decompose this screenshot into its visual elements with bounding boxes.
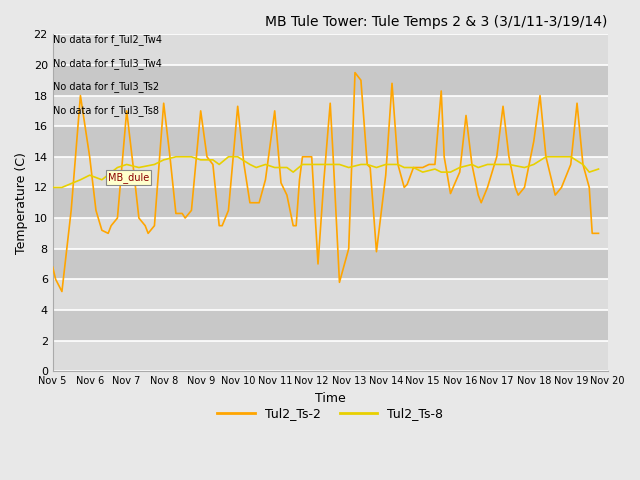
Bar [52, 249, 608, 279]
Tul2_Ts-8 [172, 154, 180, 160]
Bar [52, 35, 608, 65]
Bar [52, 126, 608, 157]
Tul2_Ts-8 [49, 184, 56, 190]
Tul2_Ts-8 [595, 166, 602, 172]
Text: No data for f_Tul3_Tw4: No data for f_Tul3_Tw4 [52, 58, 161, 69]
Tul2_Ts-8 [431, 166, 439, 172]
Legend: Tul2_Ts-2, Tul2_Ts-8: Tul2_Ts-2, Tul2_Ts-8 [212, 403, 448, 425]
Text: No data for f_Tul3_Ts2: No data for f_Tul3_Ts2 [52, 82, 159, 92]
Text: MB Tule Tower: Tule Temps 2 & 3 (3/1/11-3/19/14): MB Tule Tower: Tule Temps 2 & 3 (3/1/11-… [266, 15, 608, 29]
Line: Tul2_Ts-2: Tul2_Ts-2 [52, 72, 598, 291]
Bar [52, 279, 608, 310]
Line: Tul2_Ts-8: Tul2_Ts-8 [52, 157, 598, 187]
Tul2_Ts-8 [283, 165, 291, 170]
Text: No data for f_Tul3_Ts8: No data for f_Tul3_Ts8 [52, 105, 159, 116]
Y-axis label: Temperature (C): Temperature (C) [15, 152, 28, 253]
Tul2_Ts-2 [586, 184, 593, 190]
Tul2_Ts-2 [225, 207, 232, 213]
X-axis label: Time: Time [315, 392, 346, 405]
Bar [52, 96, 608, 126]
Tul2_Ts-8 [160, 157, 168, 163]
Tul2_Ts-2 [58, 288, 66, 294]
Tul2_Ts-8 [394, 162, 402, 168]
Bar [52, 187, 608, 218]
Bar [52, 340, 608, 371]
Text: No data for f_Tul2_Tw4: No data for f_Tul2_Tw4 [52, 35, 162, 45]
Bar [52, 65, 608, 96]
Bar [52, 310, 608, 340]
Bar [52, 157, 608, 187]
Tul2_Ts-2 [595, 230, 602, 236]
Tul2_Ts-2 [135, 215, 143, 221]
Text: MB_dule: MB_dule [108, 172, 149, 183]
Tul2_Ts-8 [382, 162, 390, 168]
Tul2_Ts-2 [530, 139, 538, 144]
Tul2_Ts-2 [515, 192, 522, 198]
Tul2_Ts-2 [440, 154, 448, 160]
Tul2_Ts-2 [351, 70, 359, 75]
Tul2_Ts-8 [364, 162, 371, 168]
Bar [52, 218, 608, 249]
Tul2_Ts-2 [49, 264, 56, 270]
